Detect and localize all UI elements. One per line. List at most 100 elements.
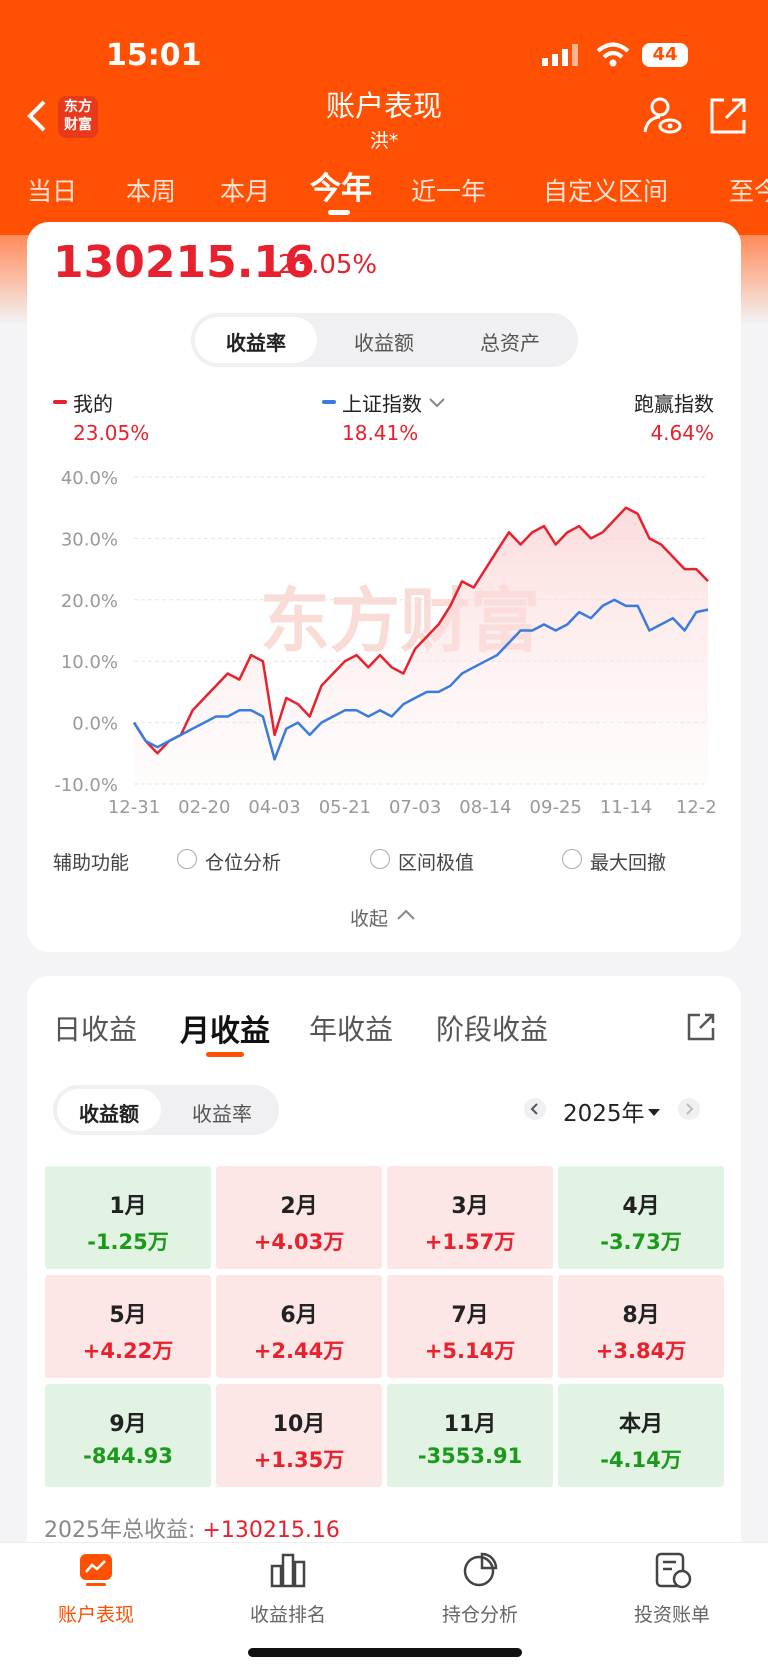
- month-cell[interactable]: 9月 -844.93: [45, 1384, 211, 1487]
- nav-label[interactable]: 账户表现: [57, 1604, 134, 1626]
- y-tick-label: 10.0%: [61, 652, 118, 673]
- dropdown-icon[interactable]: [428, 394, 446, 413]
- month-value: -1.25万: [87, 1230, 169, 1254]
- month-cell[interactable]: 7月 +5.14万: [387, 1275, 553, 1378]
- income-tab[interactable]: 日收益: [53, 1013, 138, 1046]
- aux-label: 辅助功能: [53, 852, 130, 874]
- x-tick-label: 05-21: [319, 797, 371, 818]
- period-tab[interactable]: 自定义区间: [543, 177, 669, 206]
- month-cell[interactable]: 8月 +3.84万: [558, 1275, 724, 1378]
- chart-tab[interactable]: 总资产: [480, 331, 540, 355]
- page-subtitle: 洪*: [369, 130, 399, 152]
- nav-icon[interactable]: [78, 1552, 114, 1592]
- toggle-option[interactable]: 收益额: [79, 1102, 139, 1126]
- logo: 东方 财富: [58, 96, 98, 138]
- nav-icon[interactable]: [462, 1552, 498, 1592]
- month-label: 4月: [622, 1194, 660, 1219]
- x-tick-label: 08-14: [459, 797, 511, 818]
- y-tick-label: -10.0%: [54, 775, 118, 796]
- legend-value: 18.41%: [342, 421, 419, 445]
- nav-label[interactable]: 投资账单: [633, 1604, 710, 1626]
- month-cell[interactable]: 1月 -1.25万: [45, 1166, 211, 1269]
- prev-year[interactable]: [524, 1098, 546, 1120]
- x-tick-label: 12-31: [108, 797, 160, 818]
- back-button[interactable]: [24, 98, 48, 138]
- month-value: +4.22万: [82, 1339, 174, 1363]
- legend-swatch: [53, 400, 67, 404]
- toggle-option[interactable]: 收益率: [192, 1102, 252, 1126]
- x-tick-label: 04-03: [248, 797, 300, 818]
- tab-underline: [206, 1052, 244, 1057]
- next-year[interactable]: [678, 1098, 700, 1120]
- period-tab[interactable]: 本月: [220, 177, 271, 206]
- export-icon[interactable]: [686, 1012, 716, 1046]
- battery: 44: [642, 43, 688, 67]
- signal-icon: [540, 44, 580, 66]
- month-cell[interactable]: 4月 -3.73万: [558, 1166, 724, 1269]
- share-icon[interactable]: [708, 96, 748, 140]
- month-label: 3月: [451, 1194, 489, 1219]
- month-label: 5月: [109, 1303, 147, 1328]
- month-label: 7月: [451, 1303, 489, 1328]
- summary-amount: 130215.16: [53, 237, 315, 288]
- period-tab[interactable]: 近一年: [411, 177, 487, 206]
- month-value: +4.03万: [253, 1230, 345, 1254]
- income-tab[interactable]: 月收益: [180, 1014, 270, 1049]
- month-label: 6月: [280, 1303, 318, 1328]
- month-value: -4.14万: [600, 1448, 682, 1472]
- income-tab[interactable]: 年收益: [309, 1013, 394, 1046]
- period-tab[interactable]: 本周: [126, 177, 177, 206]
- y-tick-label: 0.0%: [72, 714, 118, 735]
- nav-icon[interactable]: [270, 1552, 306, 1592]
- collapse-icon[interactable]: [396, 906, 416, 925]
- legend-name[interactable]: 上证指数: [342, 392, 422, 416]
- month-cell[interactable]: 3月 +1.57万: [387, 1166, 553, 1269]
- user-icon[interactable]: [642, 96, 684, 140]
- period-tab[interactable]: 当日: [27, 177, 78, 206]
- aux-option[interactable]: 最大回撤: [590, 852, 667, 874]
- total-value: +130215.16: [202, 1518, 340, 1543]
- home-indicator: [248, 1648, 522, 1657]
- chart-tab[interactable]: 收益额: [354, 331, 414, 355]
- aux-option[interactable]: 区间极值: [398, 852, 475, 874]
- period-tab[interactable]: 至今: [729, 177, 768, 206]
- outperform-label: 跑赢指数: [634, 392, 714, 416]
- collapse[interactable]: 收起: [350, 908, 389, 930]
- radio[interactable]: [370, 849, 390, 869]
- nav-icon[interactable]: [654, 1552, 692, 1594]
- chart: 东方财富 -10.0%0.0%10.0%20.0%30.0%40.0%12-31…: [54, 468, 716, 818]
- series-line: [132, 506, 709, 755]
- month-value: +1.57万: [424, 1230, 516, 1254]
- month-value: -3553.91: [417, 1444, 523, 1468]
- income-tab[interactable]: 阶段收益: [436, 1013, 549, 1046]
- y-tick-label: 20.0%: [61, 591, 118, 612]
- month-label: 11月: [443, 1412, 497, 1437]
- radio[interactable]: [562, 849, 582, 869]
- month-cell[interactable]: 6月 +2.44万: [216, 1275, 382, 1378]
- total-label-text: 2025年总收益:: [44, 1518, 196, 1543]
- month-value: +3.84万: [595, 1339, 687, 1363]
- year[interactable]: 2025年: [563, 1101, 645, 1127]
- toggle-active: [57, 1089, 161, 1131]
- nav-label[interactable]: 持仓分析: [441, 1604, 518, 1626]
- tab-underline: [328, 210, 350, 215]
- x-tick-label: 02-20: [178, 797, 230, 818]
- month-cell[interactable]: 10月 +1.35万: [216, 1384, 382, 1487]
- year-caret[interactable]: [648, 1102, 660, 1121]
- aux-option[interactable]: 仓位分析: [205, 852, 282, 874]
- period-tab[interactable]: 今年: [310, 171, 372, 207]
- nav-label[interactable]: 收益排名: [249, 1604, 326, 1626]
- month-cell[interactable]: 11月 -3553.91: [387, 1384, 553, 1487]
- radio[interactable]: [177, 849, 197, 869]
- month-cell[interactable]: 本月 -4.14万: [558, 1384, 724, 1487]
- month-value: +1.35万: [253, 1448, 345, 1472]
- month-cell[interactable]: 2月 +4.03万: [216, 1166, 382, 1269]
- month-label: 本月: [618, 1412, 663, 1437]
- header-bg: [0, 0, 768, 235]
- month-cell[interactable]: 5月 +4.22万: [45, 1275, 211, 1378]
- x-tick-label: 07-03: [389, 797, 441, 818]
- month-value: -844.93: [83, 1444, 173, 1468]
- wifi-icon: [596, 42, 630, 72]
- chart-tab[interactable]: 收益率: [226, 331, 286, 355]
